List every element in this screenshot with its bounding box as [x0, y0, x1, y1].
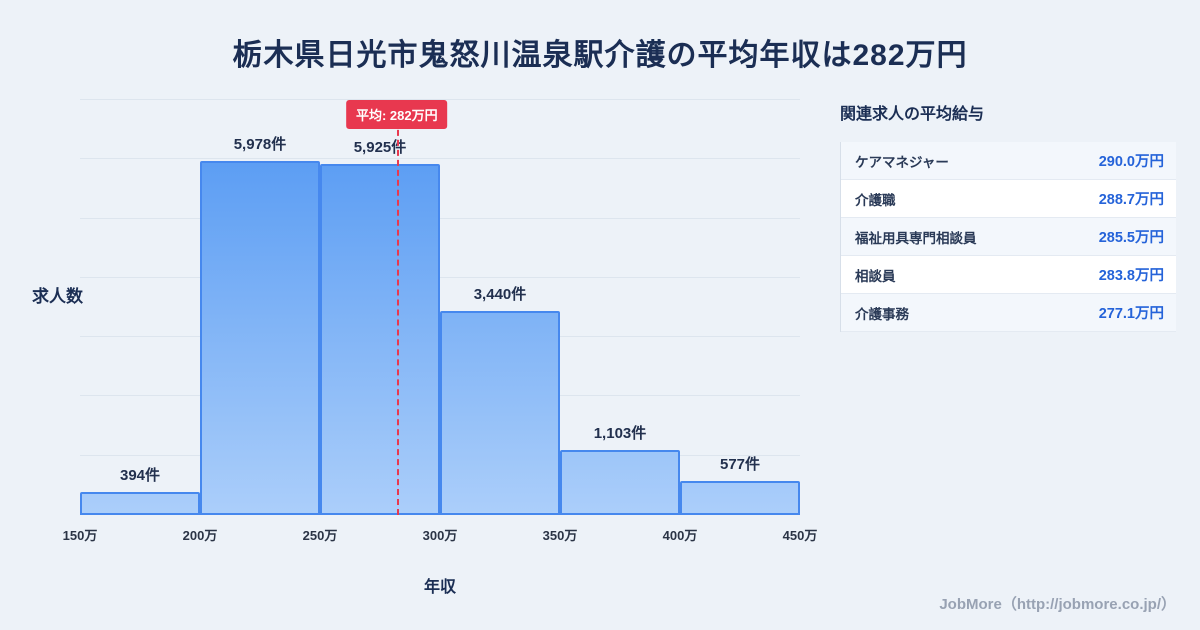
credit-text: JobMore（http://jobmore.co.jp/）	[939, 596, 1176, 613]
histogram-bar	[440, 311, 560, 515]
histogram-bar	[560, 449, 680, 515]
related-job-name: 介護事務	[855, 306, 909, 322]
x-axis-label: 年収	[423, 579, 456, 596]
related-job-row: 相談員 283.8万円	[841, 256, 1176, 294]
related-job-name: 福祉用具専門相談員	[855, 230, 977, 246]
bar-value-label: 3,440件	[473, 286, 527, 304]
gridline	[80, 276, 800, 278]
bar-value-label: 5,978件	[233, 135, 287, 153]
x-tick-label: 450万	[782, 528, 818, 543]
x-tick-label: 400万	[662, 528, 698, 543]
gridline	[80, 158, 800, 160]
page-title: 栃木県日光市鬼怒川温泉駅介護の平均年収は282万円	[232, 39, 968, 72]
histogram-bar	[200, 160, 320, 515]
bar-value-label: 5,925件	[353, 138, 407, 156]
x-tick-label: 300万	[422, 528, 458, 543]
x-tick-label: 150万	[62, 528, 98, 543]
related-jobs-header: 関連求人の平均給与	[840, 106, 985, 123]
related-job-row: 介護職 288.7万円	[841, 180, 1176, 218]
related-job-salary: 288.7万円	[1098, 192, 1164, 208]
related-job-salary: 283.8万円	[1098, 268, 1164, 284]
bar-value-label: 1,103件	[593, 424, 647, 442]
salary-histogram: 394件 5,978件 5,925件 3,440件 1,103件 577件 150万 200万…	[63, 99, 817, 543]
related-job-name: 相談員	[855, 268, 896, 284]
bar-value-label: 577件	[719, 455, 761, 473]
related-job-name: ケアマネジャー	[855, 154, 949, 170]
histogram-bar	[80, 491, 200, 515]
histogram-bar	[320, 163, 440, 515]
x-tick-label: 350万	[542, 528, 578, 543]
gridline	[80, 217, 800, 219]
related-job-salary: 290.0万円	[1098, 154, 1164, 170]
histogram-bar	[680, 480, 800, 515]
related-job-row: 福祉用具専門相談員 285.5万円	[841, 218, 1176, 256]
related-job-salary: 285.5万円	[1098, 230, 1164, 246]
bar-value-label: 394件	[119, 466, 161, 484]
related-jobs-list: ケアマネジャー 290.0万円介護職 288.7万円福祉用具専門相談員 285.5万円…	[840, 142, 1176, 332]
related-job-row: 介護事務 277.1万円	[841, 294, 1176, 332]
related-job-row: ケアマネジャー 290.0万円	[841, 142, 1176, 180]
average-line	[396, 100, 399, 515]
x-tick-label: 200万	[182, 528, 218, 543]
related-job-salary: 277.1万円	[1098, 306, 1164, 322]
related-job-name: 介護職	[855, 192, 896, 208]
average-badge: 平均: 282万円	[345, 100, 448, 129]
x-tick-label: 250万	[302, 528, 338, 543]
y-axis-label: 求人数	[32, 287, 83, 306]
related-jobs-panel: 関連求人の平均給与 ケアマネジャー 290.0万円介護職 288.7万円福祉用具専門…	[840, 100, 1176, 332]
gridline	[80, 99, 800, 100]
